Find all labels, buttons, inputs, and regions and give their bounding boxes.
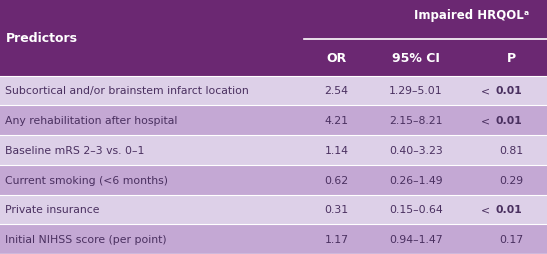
Text: 4.21: 4.21 bbox=[324, 116, 348, 126]
Text: OR: OR bbox=[326, 51, 347, 64]
Text: 95% CI: 95% CI bbox=[392, 51, 440, 64]
Text: 0.62: 0.62 bbox=[324, 175, 348, 185]
Text: 0.26–1.49: 0.26–1.49 bbox=[389, 175, 443, 185]
Text: 0.01: 0.01 bbox=[495, 86, 522, 96]
Text: 0.17: 0.17 bbox=[499, 234, 523, 244]
Text: 0.81: 0.81 bbox=[499, 145, 523, 155]
Text: 0.31: 0.31 bbox=[324, 204, 348, 215]
Text: 2.54: 2.54 bbox=[324, 86, 348, 96]
Text: Predictors: Predictors bbox=[5, 32, 78, 44]
Text: P: P bbox=[507, 51, 516, 64]
Text: 0.40–3.23: 0.40–3.23 bbox=[389, 145, 443, 155]
Text: Any rehabilitation after hospital: Any rehabilitation after hospital bbox=[5, 116, 178, 126]
Text: Baseline mRS 2–3 vs. 0–1: Baseline mRS 2–3 vs. 0–1 bbox=[5, 145, 145, 155]
Text: <: < bbox=[480, 204, 490, 215]
Text: 1.17: 1.17 bbox=[324, 234, 348, 244]
Text: Impaired HRQOLᵃ: Impaired HRQOLᵃ bbox=[415, 8, 529, 21]
Text: 0.15–0.64: 0.15–0.64 bbox=[389, 204, 443, 215]
Bar bbox=[0, 195, 547, 224]
Text: Private insurance: Private insurance bbox=[5, 204, 100, 215]
Bar bbox=[0, 135, 547, 165]
Text: 1.29–5.01: 1.29–5.01 bbox=[389, 86, 443, 96]
Text: 1.14: 1.14 bbox=[324, 145, 348, 155]
Text: <: < bbox=[480, 86, 490, 96]
Text: 0.29: 0.29 bbox=[499, 175, 523, 185]
Bar bbox=[0, 76, 547, 106]
Bar bbox=[0, 106, 547, 135]
Text: 0.94–1.47: 0.94–1.47 bbox=[389, 234, 443, 244]
Bar bbox=[0, 224, 547, 254]
Text: Subcortical and/or brainstem infarct location: Subcortical and/or brainstem infarct loc… bbox=[5, 86, 249, 96]
Text: Current smoking (<6 months): Current smoking (<6 months) bbox=[5, 175, 168, 185]
Bar bbox=[0, 39, 547, 76]
Text: 0.01: 0.01 bbox=[495, 204, 522, 215]
Text: 2.15–8.21: 2.15–8.21 bbox=[389, 116, 443, 126]
Text: 0.01: 0.01 bbox=[495, 116, 522, 126]
Text: <: < bbox=[480, 116, 490, 126]
Text: Initial NIHSS score (per point): Initial NIHSS score (per point) bbox=[5, 234, 167, 244]
Bar bbox=[0, 165, 547, 195]
Bar bbox=[0, 0, 547, 39]
